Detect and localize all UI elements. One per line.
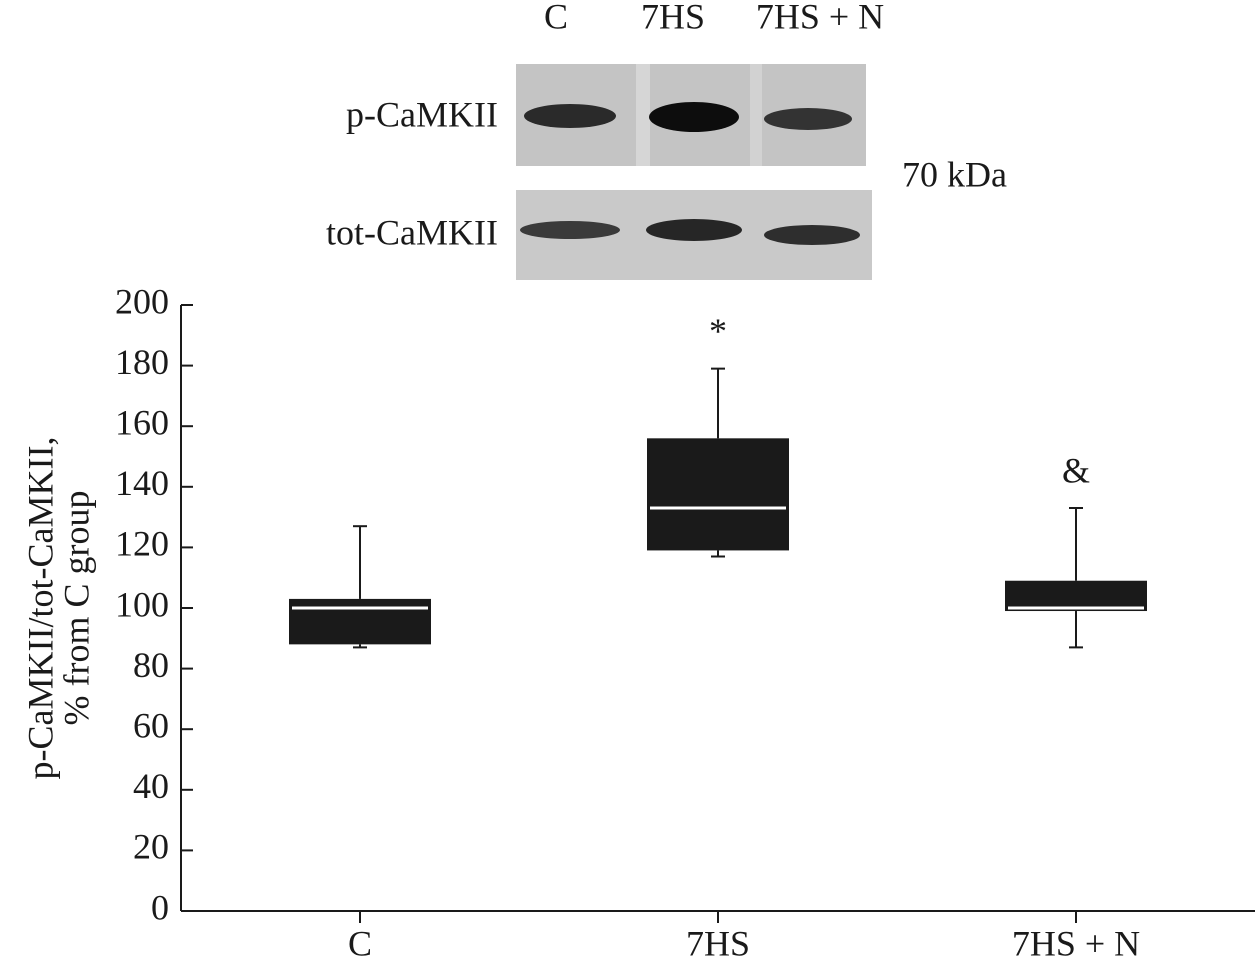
row-label: tot-CaMKII: [326, 212, 498, 252]
size-label: 70 kDa: [902, 154, 1007, 194]
box: [647, 438, 789, 551]
y-tick-label: 100: [115, 584, 169, 624]
box: [1005, 580, 1147, 612]
y-tick-label: 40: [133, 766, 169, 806]
blot: C 7HS 7HS + N p-CaMKII tot-CaMKII 70 kDa: [326, 0, 1007, 280]
x-tick-label: 7HS + N: [1012, 923, 1140, 963]
y-axis-label: % from C group: [56, 491, 96, 726]
y-tick-label: 20: [133, 827, 169, 867]
blot-band: [646, 219, 742, 241]
y-axis-label: p-CaMKII/tot-CaMKII,: [20, 437, 60, 780]
x-tick-label: C: [348, 923, 372, 963]
y-tick-label: 60: [133, 705, 169, 745]
y-tick-label: 140: [115, 463, 169, 503]
x-tick-label: 7HS: [686, 923, 750, 963]
lane-label: 7HS + N: [756, 0, 884, 36]
y-tick-label: 120: [115, 524, 169, 564]
box: [289, 598, 431, 645]
blot-lane-gap: [636, 64, 650, 166]
blot-band: [520, 221, 620, 239]
y-tick-label: 160: [115, 402, 169, 442]
blot-band: [524, 104, 616, 128]
blot-band: [764, 108, 852, 130]
row-label: p-CaMKII: [346, 94, 498, 134]
blot-band: [764, 225, 860, 245]
annotation: *: [709, 311, 727, 351]
blot-band: [649, 102, 739, 132]
blot-lane-gap: [750, 64, 762, 166]
y-tick-label: 80: [133, 645, 169, 685]
y-tick-label: 180: [115, 342, 169, 382]
annotation: &: [1062, 450, 1090, 490]
lane-label: C: [544, 0, 568, 36]
lane-label: 7HS: [641, 0, 705, 36]
y-tick-label: 200: [115, 281, 169, 321]
y-tick-label: 0: [151, 887, 169, 927]
